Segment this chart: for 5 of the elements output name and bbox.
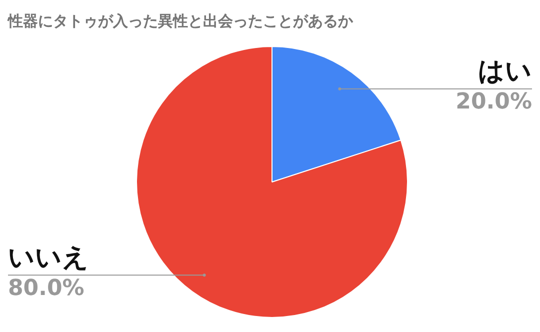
slice-label: いいえ xyxy=(8,242,89,273)
data-label: 80.0% xyxy=(8,276,84,301)
chart-title: 性器にタトゥが入った異性と出会ったことがあるか xyxy=(7,12,354,30)
data-label: 20.0% xyxy=(456,90,532,115)
slice-label: はい xyxy=(478,56,532,87)
